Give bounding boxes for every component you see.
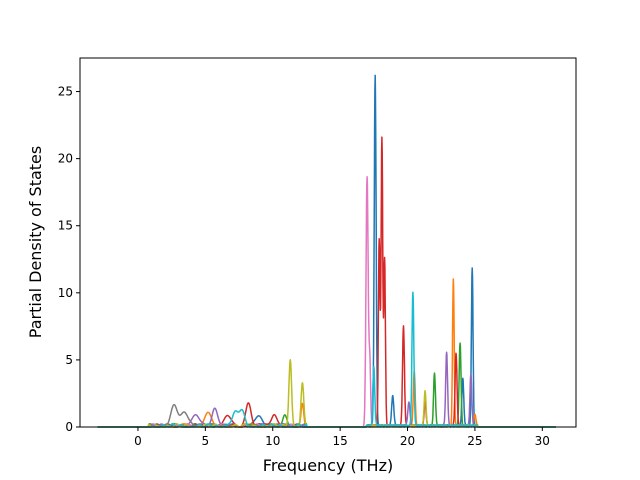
y-axis: 0 5 10 15 20 25 (58, 85, 80, 434)
y-tick-label: 20 (58, 152, 73, 166)
x-tick-label: 30 (535, 434, 550, 448)
x-tick-label: 15 (332, 434, 347, 448)
plot-frame (79, 57, 577, 428)
x-tick-label: 0 (134, 434, 142, 448)
x-tick-label: 20 (400, 434, 415, 448)
y-tick-label: 10 (58, 286, 73, 300)
y-axis-label: Partial Density of States (26, 146, 45, 338)
x-axis-label: Frequency (THz) (263, 456, 393, 475)
x-tick-label: 5 (202, 434, 210, 448)
y-tick-label: 5 (65, 353, 73, 367)
y-tick-label: 25 (58, 85, 73, 99)
x-tick-label: 10 (265, 434, 280, 448)
x-axis: 0 5 10 15 20 25 30 (134, 427, 550, 448)
y-tick-label: 15 (58, 219, 73, 233)
x-tick-label: 25 (467, 434, 482, 448)
y-tick-label: 0 (65, 420, 73, 434)
